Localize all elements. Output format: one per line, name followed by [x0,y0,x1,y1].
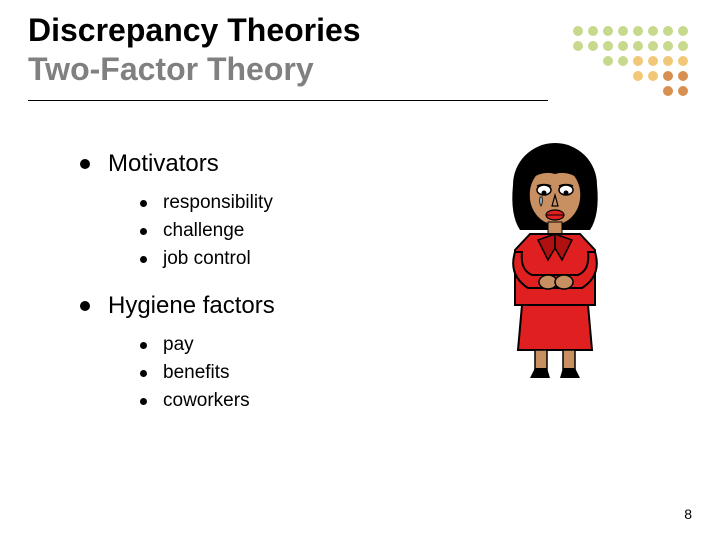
item-text: challenge [163,220,244,242]
dot-icon [588,26,598,36]
section-motivators: Motivators responsibility challenge job … [80,150,275,270]
item-text: pay [163,334,194,356]
bullet-icon [140,398,147,405]
dot-icon [678,71,688,81]
list-item: coworkers [140,390,275,412]
dot-icon [663,71,673,81]
dot-icon [633,71,643,81]
dot-icon [588,41,598,51]
dot-icon [648,41,658,51]
dot-icon [663,26,673,36]
dot-icon [663,86,673,96]
list-item: benefits [140,362,275,384]
content-area: Motivators responsibility challenge job … [80,150,275,434]
dot-icon [678,86,688,96]
sub-items: responsibility challenge job control [140,192,275,270]
title-line-2: Two-Factor Theory [28,51,361,88]
dot-icon [648,71,658,81]
title-underline [28,100,548,101]
dot-icon [663,56,673,66]
bullet-icon [80,159,90,169]
item-text: job control [163,248,251,270]
item-text: responsibility [163,192,273,214]
dot-icon [678,41,688,51]
dot-icon [678,56,688,66]
bullet-icon [140,370,147,377]
dot-icon [618,41,628,51]
dot-icon [633,41,643,51]
dot-icon [618,56,628,66]
dot-icon [633,26,643,36]
decorative-dot-grid [573,26,690,98]
dot-icon [633,56,643,66]
section-heading: Hygiene factors [80,292,275,320]
list-item: job control [140,248,275,270]
list-item: responsibility [140,192,275,214]
sub-items: pay benefits coworkers [140,334,275,412]
item-text: coworkers [163,390,250,412]
woman-illustration [490,140,620,380]
dot-icon [648,26,658,36]
dot-icon [603,41,613,51]
dot-icon [603,26,613,36]
list-item: challenge [140,220,275,242]
item-text: benefits [163,362,230,384]
dot-icon [573,41,583,51]
section-heading: Motivators [80,150,275,178]
bullet-icon [80,301,90,311]
dot-icon [603,56,613,66]
title-line-1: Discrepancy Theories [28,12,361,49]
bullet-icon [140,256,147,263]
dot-icon [618,26,628,36]
section-title: Motivators [108,150,219,178]
bullet-icon [140,228,147,235]
section-hygiene: Hygiene factors pay benefits coworkers [80,292,275,412]
bullet-icon [140,342,147,349]
section-title: Hygiene factors [108,292,275,320]
page-number: 8 [684,506,692,522]
dot-icon [663,41,673,51]
title-block: Discrepancy Theories Two-Factor Theory [28,12,361,88]
dot-icon [573,26,583,36]
bullet-icon [140,200,147,207]
list-item: pay [140,334,275,356]
dot-icon [678,26,688,36]
dot-icon [648,56,658,66]
